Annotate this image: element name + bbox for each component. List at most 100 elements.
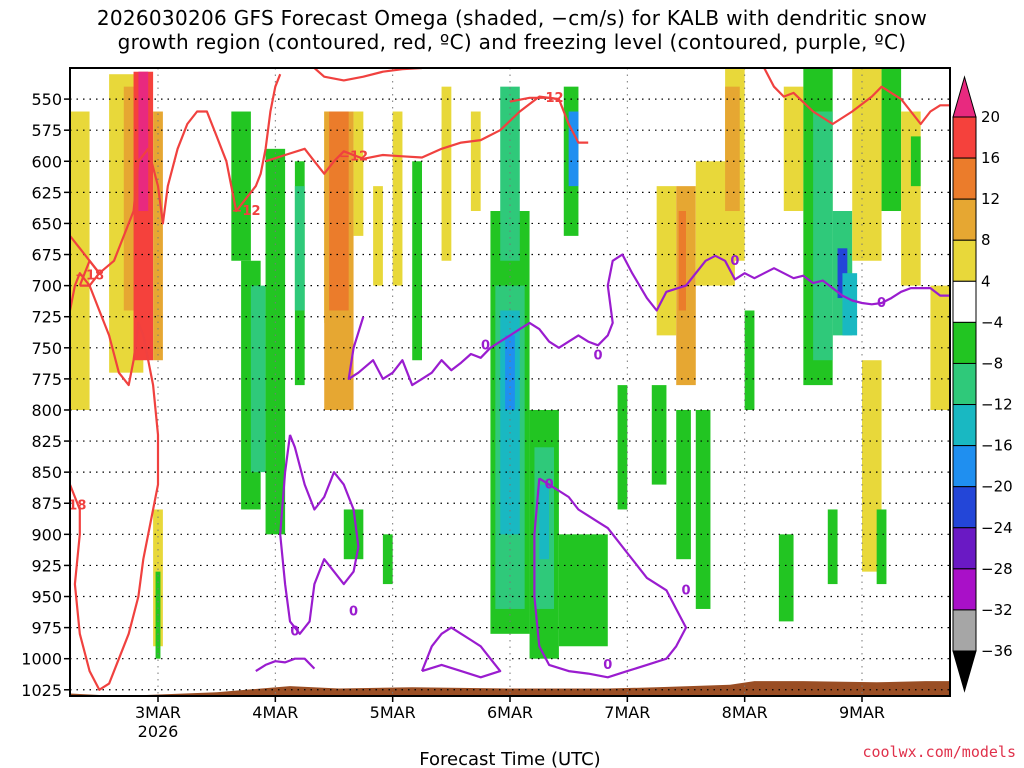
freezing-contour bbox=[533, 477, 688, 679]
x-tick-sublabel: 2026 bbox=[138, 722, 179, 741]
x-tick-label: 4MAR bbox=[252, 703, 298, 722]
omega-cell bbox=[676, 409, 691, 560]
colorbar-label: −24 bbox=[981, 519, 1013, 537]
freezing-contour-label: 0 bbox=[349, 604, 358, 619]
colorbar-label: 12 bbox=[981, 190, 1000, 208]
dgz-contours: −12 −12 −12 −18 18 bbox=[68, 68, 950, 691]
x-tick-label: 9MAR bbox=[839, 703, 885, 722]
colorbar-label: −12 bbox=[981, 396, 1013, 414]
freezing-contour-label: 0 bbox=[290, 624, 299, 639]
freezing-level-contours bbox=[255, 253, 950, 679]
omega-cell bbox=[70, 111, 90, 410]
colorbar-swatch bbox=[952, 445, 977, 488]
omega-cell bbox=[568, 111, 579, 187]
omega-cell bbox=[852, 68, 882, 261]
omega-cell bbox=[250, 285, 266, 473]
y-tick-label: 675 bbox=[31, 246, 62, 265]
colorbar-top-arrow bbox=[952, 75, 977, 118]
dgz-contour bbox=[509, 96, 560, 103]
freezing-contour-label: 0 bbox=[681, 583, 690, 598]
omega-cell bbox=[294, 186, 305, 311]
y-tick-label: 825 bbox=[31, 432, 62, 451]
colorbar-swatch bbox=[952, 527, 977, 570]
colorbar: 20 16 12 8 4 −4 −8 −12 −16 −20 −24 −28 −32 −36 bbox=[952, 75, 1013, 693]
x-axis-label: Forecast Time (UTC) bbox=[419, 749, 600, 768]
omega-cell bbox=[744, 310, 755, 410]
dgz-contour-label: −12 bbox=[232, 204, 261, 219]
freezing-contour-label: 0 bbox=[603, 658, 612, 673]
colorbar-swatch bbox=[952, 198, 977, 241]
y-tick-label: 850 bbox=[31, 463, 62, 482]
omega-cell bbox=[138, 71, 149, 212]
omega-cell bbox=[353, 111, 364, 236]
dgz-contour-label: −12 bbox=[535, 91, 564, 106]
colorbar-swatch bbox=[952, 404, 977, 447]
omega-cell bbox=[558, 534, 608, 647]
terrain-layer bbox=[70, 681, 950, 696]
omega-cell bbox=[373, 186, 383, 286]
omega-cell bbox=[827, 509, 838, 585]
dgz-contour-label: −18 bbox=[75, 269, 104, 284]
x-tick-label: 3MAR bbox=[135, 703, 181, 722]
y-tick-label: 925 bbox=[31, 556, 62, 575]
colorbar-label: −16 bbox=[981, 437, 1013, 455]
colorbar-swatch bbox=[952, 116, 977, 159]
colorbar-label: −28 bbox=[981, 560, 1013, 578]
omega-cell bbox=[470, 111, 481, 212]
omega-cell bbox=[725, 86, 740, 212]
dgz-contour-label: 18 bbox=[68, 499, 86, 514]
y-tick-label: 725 bbox=[31, 308, 62, 327]
terrain-ground bbox=[70, 681, 950, 696]
colorbar-label: 20 bbox=[981, 108, 1000, 126]
colorbar-label: 4 bbox=[981, 272, 991, 290]
omega-cell bbox=[231, 111, 251, 261]
x-tick-label: 5MAR bbox=[370, 703, 416, 722]
dgz-contour bbox=[265, 95, 589, 175]
freezing-contour bbox=[347, 253, 950, 387]
dgz-contour bbox=[78, 259, 101, 287]
y-tick-label: 700 bbox=[31, 277, 62, 296]
omega-cell bbox=[881, 68, 902, 212]
freezing-contour-label: 0 bbox=[481, 338, 490, 353]
x-tick-label: 8MAR bbox=[722, 703, 768, 722]
credit-link[interactable]: coolwx.com/models bbox=[862, 743, 1016, 761]
omega-cell bbox=[876, 509, 887, 585]
freezing-contour-label: 0 bbox=[877, 296, 886, 311]
y-tick-label: 575 bbox=[31, 121, 62, 140]
y-tick-label: 1000 bbox=[21, 650, 62, 669]
omega-cell bbox=[783, 86, 804, 212]
omega-cell bbox=[382, 534, 393, 585]
omega-cell bbox=[441, 86, 452, 261]
omega-cell bbox=[539, 484, 550, 560]
y-axis: 550 575 600 625 650 675 700 725 750 775 800 825 850 8… bbox=[21, 90, 70, 700]
y-tick-label: 950 bbox=[31, 588, 62, 607]
colorbar-label: −32 bbox=[981, 601, 1013, 619]
y-tick-label: 550 bbox=[31, 90, 62, 109]
omega-cell bbox=[392, 111, 403, 286]
y-tick-label: 600 bbox=[31, 152, 62, 171]
colorbar-label: −20 bbox=[981, 478, 1013, 496]
colorbar-label: −4 bbox=[981, 313, 1003, 331]
freezing-contour-label: 0 bbox=[545, 478, 554, 493]
colorbar-label: −8 bbox=[981, 354, 1003, 372]
omega-cell bbox=[778, 534, 794, 622]
omega-shading-layer bbox=[70, 68, 950, 659]
omega-cell bbox=[505, 335, 515, 410]
dgz-contour bbox=[763, 68, 950, 126]
dgz-contour bbox=[313, 68, 423, 82]
omega-cell bbox=[329, 111, 349, 311]
freezing-contour bbox=[255, 657, 316, 673]
omega-cell bbox=[862, 360, 882, 572]
omega-cell bbox=[695, 409, 711, 609]
y-tick-label: 775 bbox=[31, 370, 62, 389]
x-tick-label: 7MAR bbox=[604, 703, 650, 722]
y-tick-label: 750 bbox=[31, 339, 62, 358]
freezing-contour bbox=[279, 434, 360, 635]
freezing-contour-label: 0 bbox=[730, 254, 739, 269]
contour-labels: 0 0 0 0 0 0 0 0 0 bbox=[290, 254, 886, 673]
colorbar-swatch bbox=[952, 568, 977, 611]
omega-cell bbox=[930, 285, 950, 410]
colorbar-label: −36 bbox=[981, 642, 1013, 660]
colorbar-bottom-arrow bbox=[952, 650, 977, 693]
